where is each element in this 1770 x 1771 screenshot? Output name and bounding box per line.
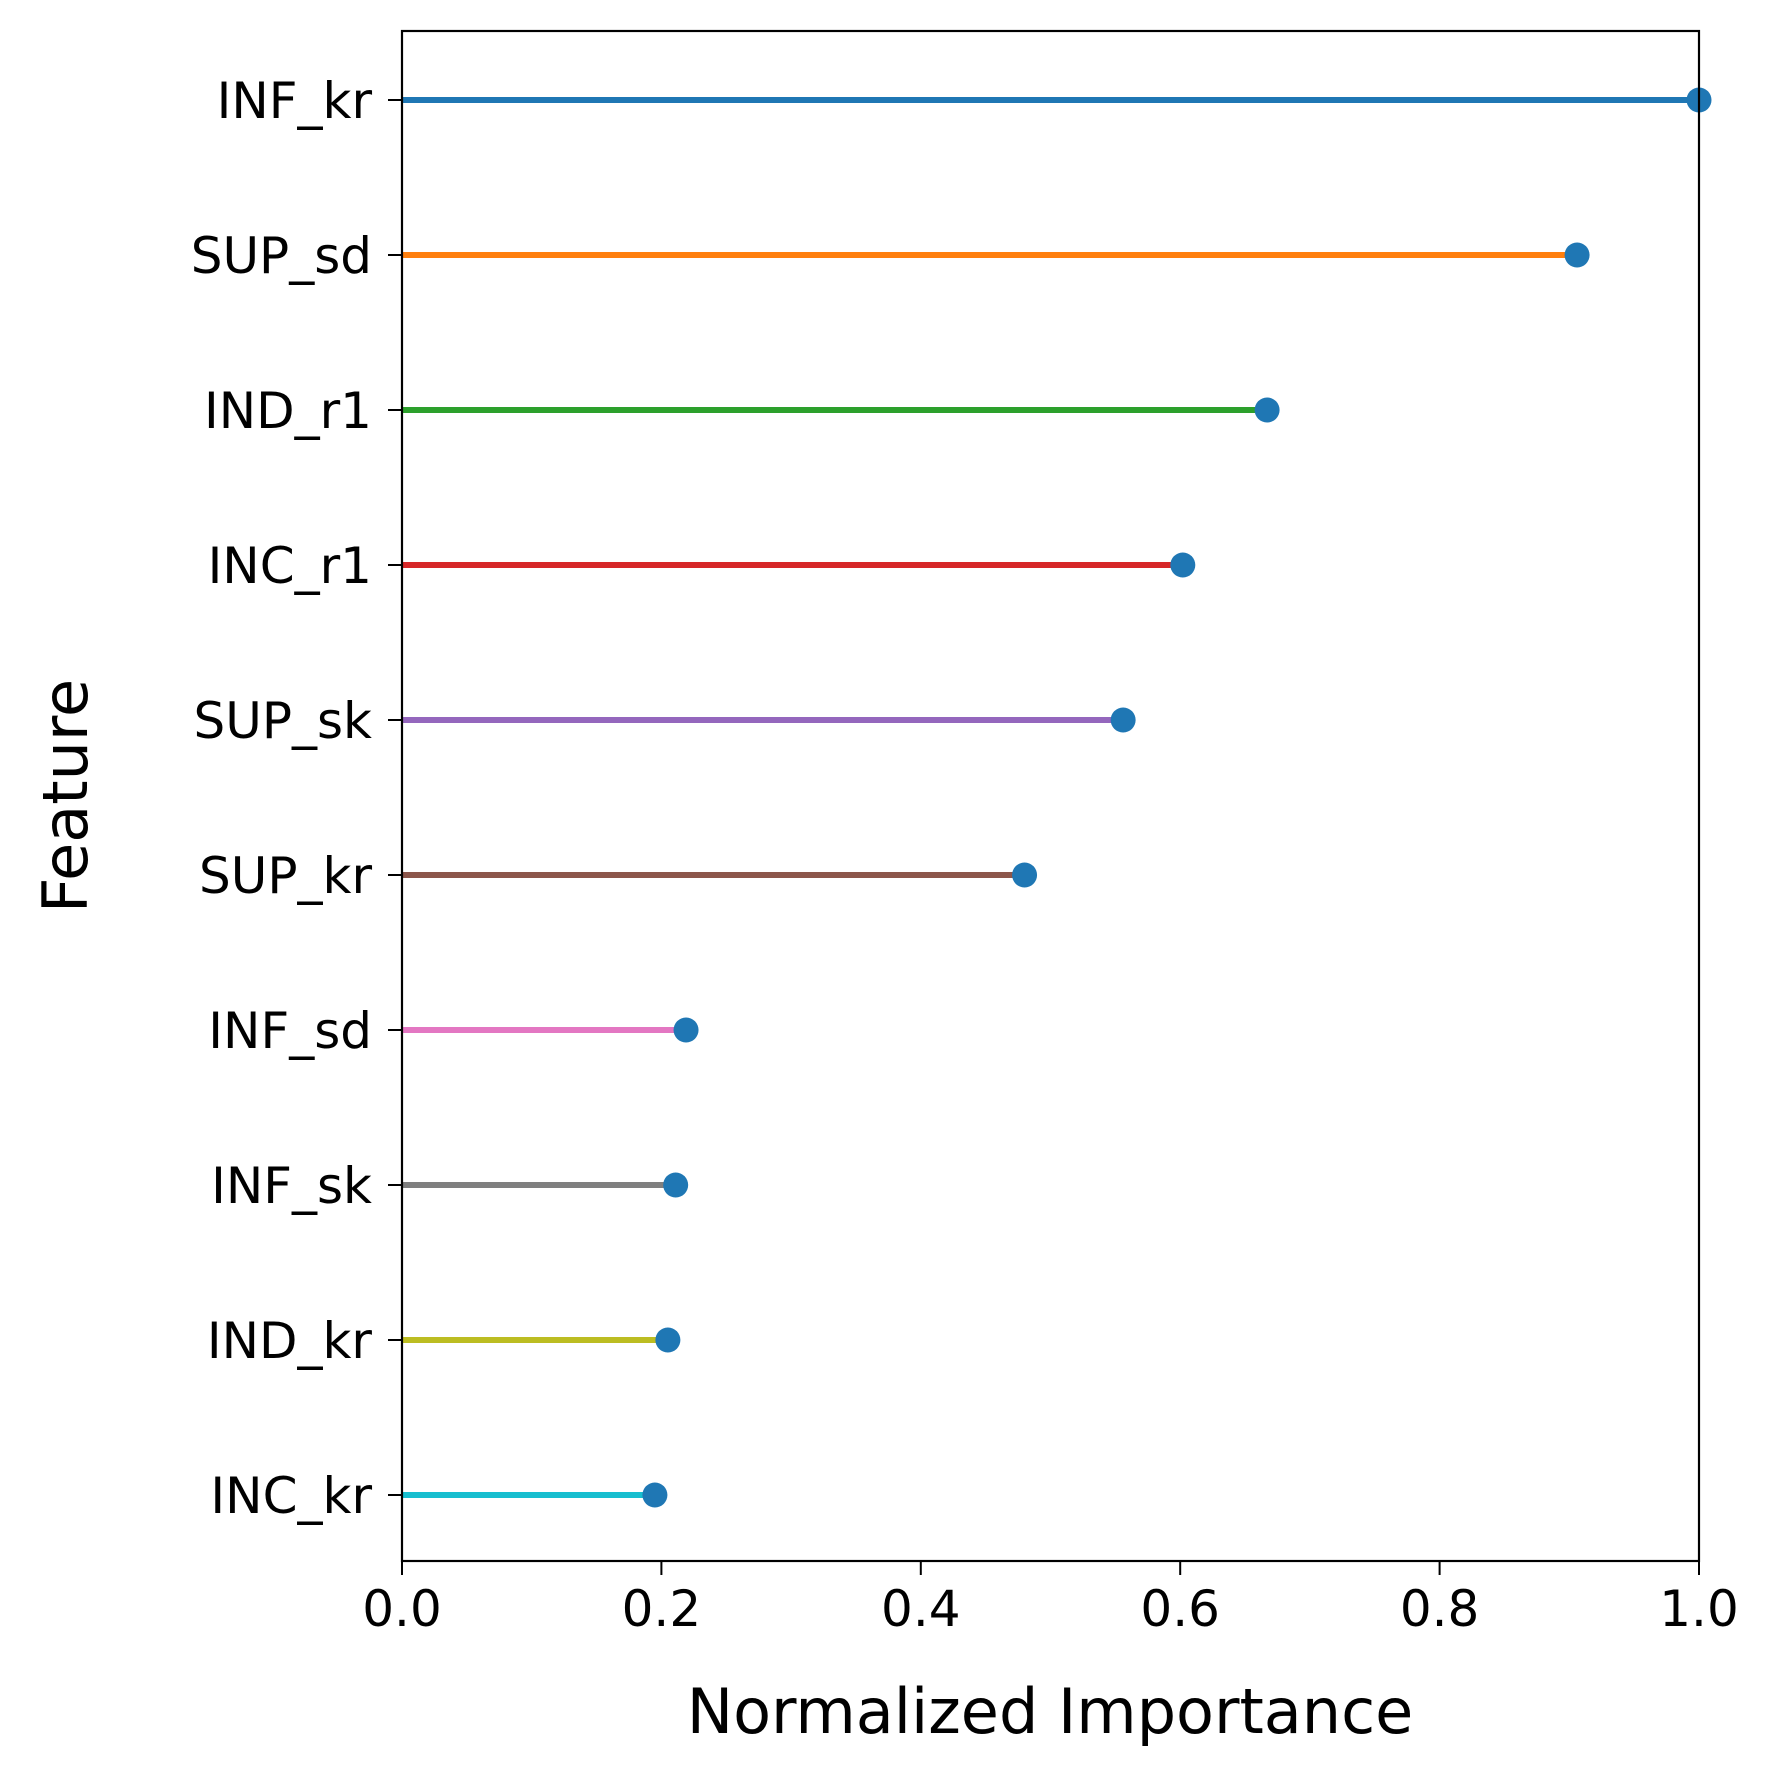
y-tick-label: INF_sk bbox=[211, 1157, 372, 1215]
x-tick-label: 0.4 bbox=[881, 1580, 961, 1638]
x-tick-label: 0.0 bbox=[362, 1580, 442, 1638]
y-tick-label: INC_kr bbox=[210, 1467, 372, 1525]
y-tick-label: SUP_sk bbox=[194, 692, 373, 750]
marker-inf-sk bbox=[663, 1172, 689, 1198]
stems-group bbox=[402, 97, 1699, 1498]
marker-sup-sk bbox=[1110, 707, 1136, 733]
y-tick-label: INF_kr bbox=[217, 72, 373, 130]
marker-sup-kr bbox=[1012, 862, 1038, 888]
y-axis-title: Feature bbox=[29, 679, 102, 913]
x-tick-label: 0.6 bbox=[1140, 1580, 1220, 1638]
y-tick-label: INC_r1 bbox=[208, 537, 372, 595]
y-tick-label: SUP_sd bbox=[191, 227, 372, 285]
marker-ind-r1 bbox=[1254, 397, 1280, 423]
markers-group bbox=[642, 87, 1712, 1508]
y-axis: INF_kr SUP_sd IND_r1 INC_r1 SUP_sk SUP_kr INF_… bbox=[191, 72, 402, 1525]
marker-inf-sd bbox=[673, 1017, 699, 1043]
x-tick-label: 1.0 bbox=[1659, 1580, 1739, 1638]
marker-inc-r1 bbox=[1170, 552, 1196, 578]
plot-frame bbox=[400, 29, 1701, 1563]
x-axis-title: Normalized Importance bbox=[687, 1675, 1414, 1748]
y-tick-label: IND_kr bbox=[207, 1312, 373, 1370]
marker-sup-sd bbox=[1564, 242, 1590, 268]
y-tick-label: IND_r1 bbox=[204, 382, 372, 440]
y-tick-label: SUP_kr bbox=[199, 847, 372, 905]
marker-ind-kr bbox=[655, 1327, 681, 1353]
x-axis: 0.0 0.2 0.4 0.6 0.8 1.0 bbox=[362, 1561, 1739, 1638]
x-tick-label: 0.2 bbox=[622, 1580, 702, 1638]
y-tick-label: INF_sd bbox=[208, 1002, 372, 1060]
x-tick-label: 0.8 bbox=[1400, 1580, 1480, 1638]
marker-inc-kr bbox=[642, 1482, 668, 1508]
